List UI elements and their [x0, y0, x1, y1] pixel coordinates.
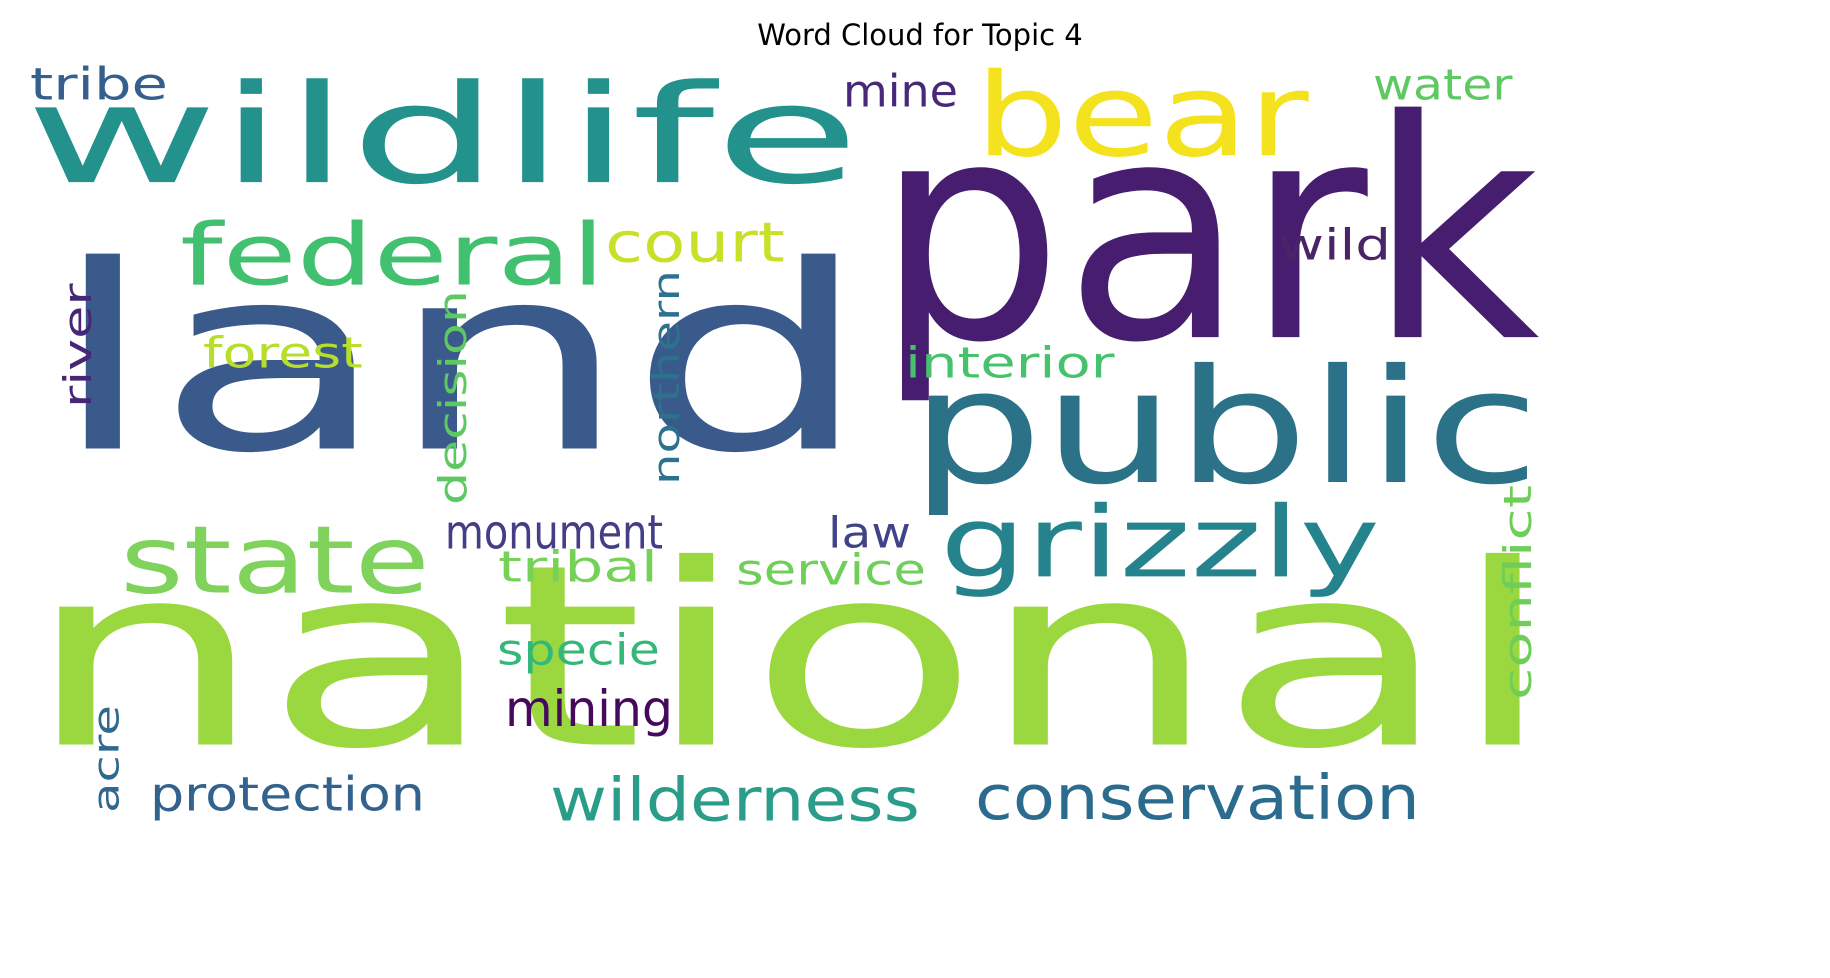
word-conflict: conflict: [1495, 485, 1540, 700]
word-national: national: [25, 510, 1555, 804]
word-wildlife: wildlife: [25, 55, 860, 214]
word-public: public: [910, 335, 1540, 519]
word-conservation: conservation: [975, 763, 1420, 835]
word-wild: wild: [1278, 220, 1391, 270]
word-service: service: [736, 546, 926, 596]
word-bear: bear: [975, 49, 1310, 184]
word-law: law: [828, 509, 911, 559]
word-forest: forest: [203, 328, 363, 378]
word-monument: monument: [445, 507, 663, 561]
word-state: state: [120, 505, 430, 614]
word-specie: specie: [497, 626, 660, 676]
word-park: park: [875, 55, 1540, 409]
word-mine: mine: [843, 65, 958, 117]
word-mining: mining: [505, 680, 673, 738]
word-grizzly: grizzly: [940, 485, 1380, 600]
word-federal: federal: [180, 205, 605, 305]
word-northern: northern: [646, 270, 689, 485]
word-wilderness: wilderness: [550, 766, 920, 835]
word-protection: protection: [150, 767, 425, 822]
chart-title: Word Cloud for Topic 4: [757, 18, 1083, 52]
word-river: river: [56, 283, 100, 408]
word-interior: interior: [905, 338, 1115, 388]
word-land: land: [50, 211, 870, 509]
word-court: court: [605, 210, 785, 275]
word-tribe: tribe: [30, 59, 168, 111]
word-tribal: tribal: [498, 543, 658, 592]
word-water: water: [1373, 60, 1513, 110]
word-acre: acre: [86, 705, 127, 813]
word-decision: decision: [430, 290, 475, 505]
